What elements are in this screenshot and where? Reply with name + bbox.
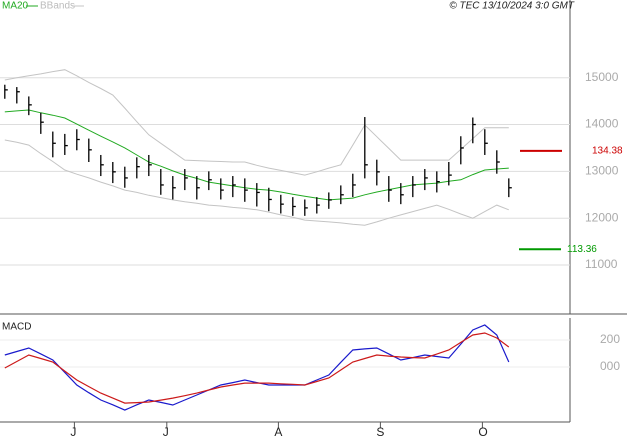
y-tick-label: 200 [600, 332, 620, 346]
macd-line [4, 324, 510, 411]
macd-line [4, 332, 510, 404]
y-tick-label: 13000 [585, 164, 619, 178]
reference-label: 113.36 [567, 244, 597, 255]
credit: © TEC 13/10/2024 3:0 GMT [449, 1, 575, 12]
x-tick-label: S [376, 425, 384, 439]
x-tick-label: J [163, 425, 169, 439]
reference-label: 134.38 [592, 145, 623, 156]
legend-label: BBands [40, 1, 75, 12]
x-tick-label: J [70, 425, 76, 439]
x-tick-label: A [274, 425, 282, 439]
y-tick-label: 14000 [585, 117, 619, 131]
y-tick-label: 000 [600, 359, 620, 373]
legend-label: MA20 [2, 1, 29, 12]
y-tick-label: 12000 [585, 210, 619, 224]
y-tick-label: 11000 [585, 257, 618, 271]
x-tick-label: O [478, 425, 487, 439]
panel-title: MACD [2, 322, 31, 333]
band-lower [4, 139, 509, 226]
band-upper [4, 69, 509, 176]
y-tick-label: 15000 [585, 70, 619, 84]
